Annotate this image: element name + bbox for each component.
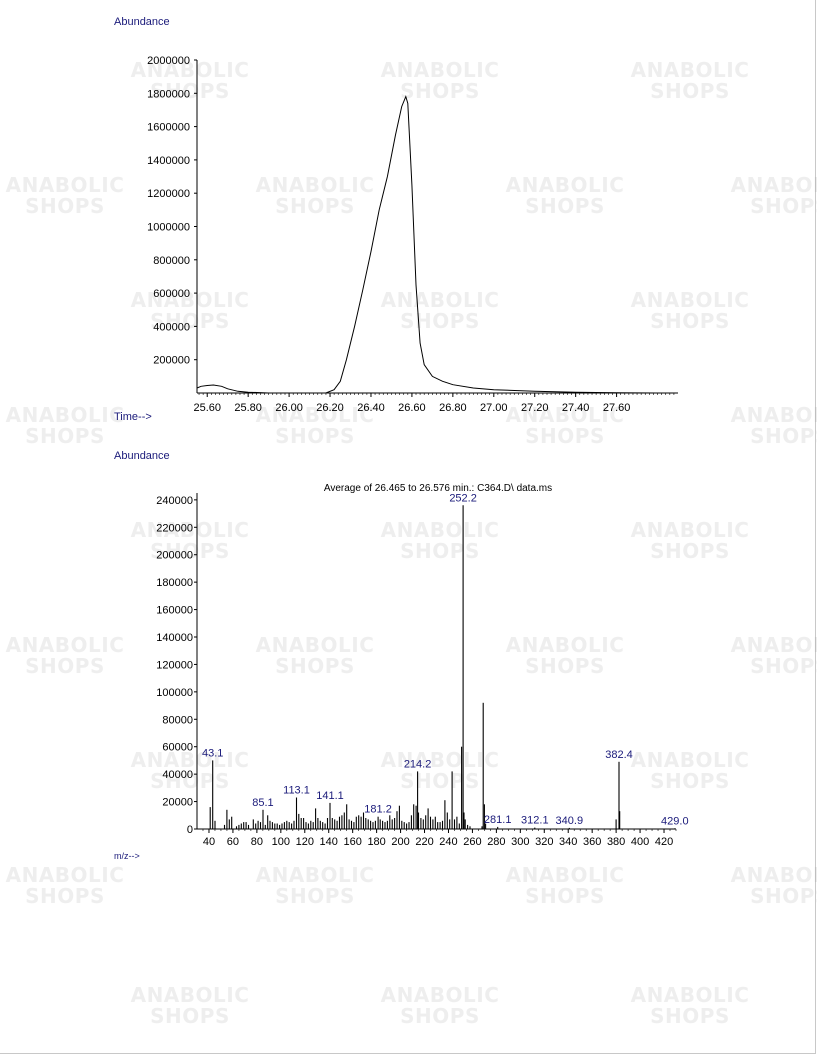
ms-y-tick-label: 140000 bbox=[156, 632, 193, 644]
ms-x-tick-label: 160 bbox=[343, 836, 361, 848]
tic-x-tick-label: 26.80 bbox=[439, 402, 467, 414]
ms-peak-label: 312.1 bbox=[521, 815, 549, 827]
tic-x-tick-label: 27.20 bbox=[521, 402, 549, 414]
ms-y-tick-label: 60000 bbox=[162, 742, 193, 754]
tic-x-tick-label: 27.60 bbox=[603, 402, 631, 414]
ms-x-tick-label: 40 bbox=[203, 836, 215, 848]
ms-peak-label: 429.0 bbox=[661, 815, 689, 827]
ms-y-tick-label: 0 bbox=[187, 824, 193, 836]
ms-x-tick-label: 80 bbox=[251, 836, 263, 848]
ms-peak-label: 252.2 bbox=[449, 492, 477, 504]
ms-x-tick-label: 200 bbox=[391, 836, 409, 848]
tic-x-tick-label: 26.00 bbox=[275, 402, 303, 414]
ms-peak-label: 181.2 bbox=[364, 804, 392, 816]
ms-y-axis-title: Abundance bbox=[114, 450, 170, 462]
tic-y-tick-label: 600000 bbox=[153, 288, 190, 300]
ms-chart-title: Average of 26.465 to 26.576 min.: C364.D… bbox=[324, 483, 552, 494]
ms-x-tick-label: 400 bbox=[631, 836, 649, 848]
ms-x-tick-label: 420 bbox=[655, 836, 673, 848]
tic-y-tick-label: 2000000 bbox=[147, 55, 190, 67]
tic-x-tick-label: 25.60 bbox=[193, 402, 221, 414]
tic-x-tick-label: 26.40 bbox=[357, 402, 385, 414]
ms-x-tick-label: 120 bbox=[296, 836, 314, 848]
ms-y-tick-label: 220000 bbox=[156, 522, 193, 534]
ms-peak-label: 141.1 bbox=[316, 790, 344, 802]
tic-y-tick-label: 400000 bbox=[153, 321, 190, 333]
ms-y-tick-label: 40000 bbox=[162, 769, 193, 781]
ms-x-tick-label: 140 bbox=[320, 836, 338, 848]
ms-peak-label: 113.1 bbox=[283, 784, 310, 796]
ms-y-tick-label: 100000 bbox=[156, 687, 193, 699]
ms-x-tick-label: 360 bbox=[583, 836, 601, 848]
tic-y-axis-title: Abundance bbox=[114, 16, 170, 28]
ms-x-tick-label: 300 bbox=[511, 836, 529, 848]
tic-y-tick-label: 1200000 bbox=[147, 188, 190, 200]
ms-x-tick-label: 340 bbox=[559, 836, 577, 848]
ms-y-tick-label: 80000 bbox=[162, 714, 193, 726]
ms-y-tick-label: 180000 bbox=[156, 577, 193, 589]
ms-y-tick-label: 160000 bbox=[156, 605, 193, 617]
tic-y-tick-label: 1400000 bbox=[147, 155, 190, 167]
tic-trace-line bbox=[196, 95, 674, 394]
ms-peak-label: 214.2 bbox=[404, 758, 432, 770]
tic-x-tick-label: 27.00 bbox=[480, 402, 508, 414]
ms-y-tick-label: 120000 bbox=[156, 659, 193, 671]
tic-x-tick-label: 26.60 bbox=[398, 402, 426, 414]
ms-x-tick-label: 220 bbox=[415, 836, 433, 848]
tic-y-tick-label: 800000 bbox=[153, 255, 190, 267]
ms-x-tick-label: 260 bbox=[463, 836, 481, 848]
tic-y-tick-label: 1800000 bbox=[147, 88, 190, 100]
tic-y-tick-label: 1000000 bbox=[147, 222, 190, 234]
ms-x-axis-title: m/z--> bbox=[114, 851, 140, 861]
ms-x-tick-label: 320 bbox=[535, 836, 553, 848]
ms-x-tick-label: 180 bbox=[367, 836, 385, 848]
tic-y-tick-label: 200000 bbox=[153, 355, 190, 367]
tic-x-tick-label: 27.40 bbox=[562, 402, 590, 414]
ms-x-tick-label: 100 bbox=[272, 836, 290, 848]
ms-y-tick-label: 240000 bbox=[156, 495, 193, 507]
ms-y-tick-label: 200000 bbox=[156, 550, 193, 562]
ms-x-tick-label: 60 bbox=[227, 836, 239, 848]
ms-peak-label: 85.1 bbox=[252, 797, 273, 809]
ms-peak-label: 340.9 bbox=[556, 815, 584, 827]
ms-x-tick-label: 240 bbox=[439, 836, 457, 848]
ms-peak-label: 281.1 bbox=[484, 814, 512, 826]
ms-y-tick-label: 20000 bbox=[162, 797, 193, 809]
ms-x-tick-label: 280 bbox=[487, 836, 505, 848]
ms-peak-label: 43.1 bbox=[202, 747, 223, 759]
tic-x-tick-label: 26.20 bbox=[316, 402, 344, 414]
ms-peak-label: 382.4 bbox=[605, 749, 633, 761]
tic-y-tick-label: 1600000 bbox=[147, 122, 190, 134]
tic-x-tick-label: 25.80 bbox=[234, 402, 262, 414]
tic-x-axis-title: Time--> bbox=[114, 411, 152, 423]
ms-x-tick-label: 380 bbox=[607, 836, 625, 848]
